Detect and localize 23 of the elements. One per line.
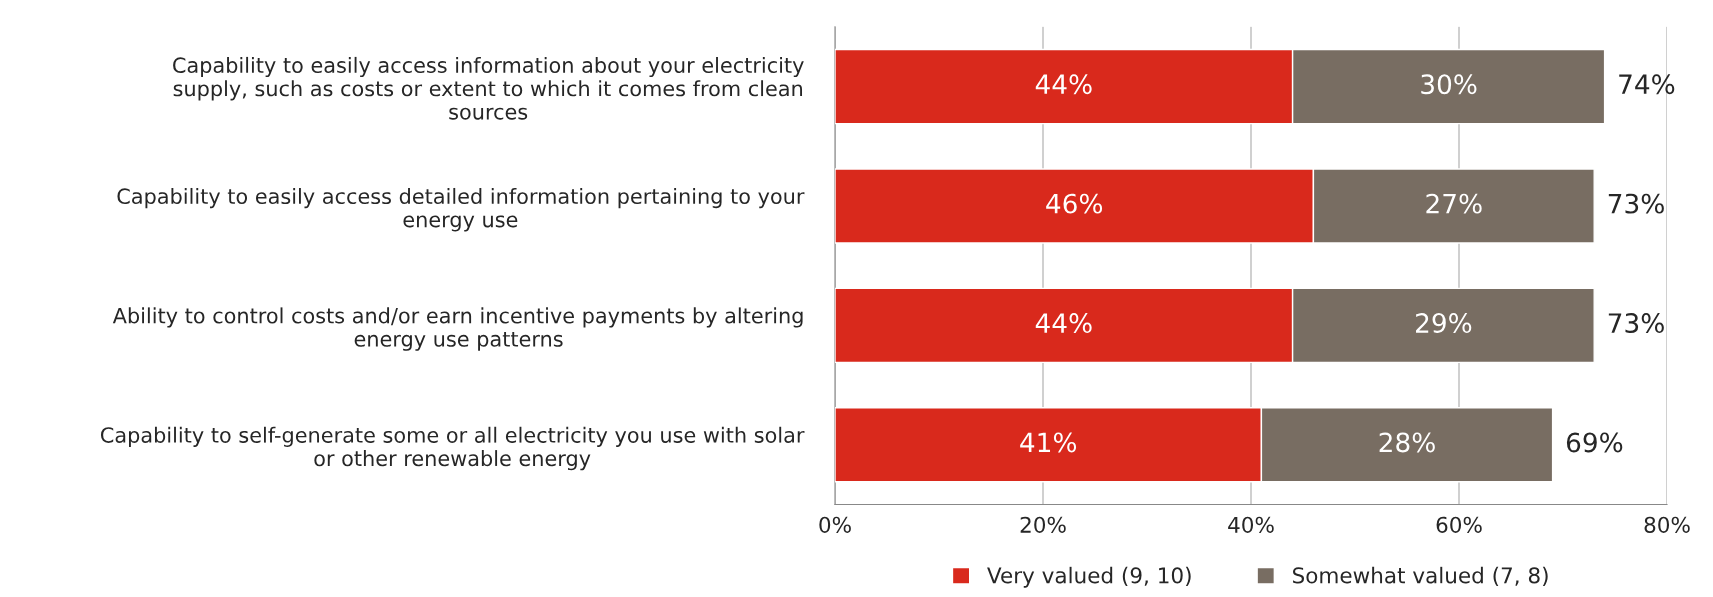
x-tick-label: 20%	[1020, 516, 1066, 533]
x-tick-label: 60%	[1436, 516, 1482, 533]
x-tick-label: 0%	[819, 516, 851, 533]
data-label: 30%	[1421, 74, 1477, 95]
y-tick-label: Capability to easily access information about your electricity supply, such as costs or extent to which it comes from clean sources	[173, 56, 804, 120]
total-label: 69%	[1566, 432, 1623, 453]
x-tick-label: 40%	[1228, 516, 1274, 533]
y-tick-label: Capability to easily access detailed information pertaining to your energy use	[117, 187, 805, 232]
data-label: 28%	[1379, 432, 1435, 453]
total-label: 73%	[1608, 193, 1664, 214]
total-label: 74%	[1619, 74, 1675, 95]
data-label: 46%	[1046, 193, 1103, 214]
legend-label: Somewhat valued (7, 8)	[1292, 566, 1548, 587]
total-label: 73%	[1608, 313, 1664, 334]
data-label: 41%	[1020, 432, 1077, 453]
data-label: 44%	[1035, 74, 1092, 95]
data-label: 27%	[1426, 193, 1482, 214]
legend-label: Very valued (9, 10)	[987, 566, 1191, 588]
x-tick-label: 80%	[1644, 516, 1690, 533]
y-tick-label: Ability to control costs and/or earn incentive payments by altering energy use patterns	[112, 307, 803, 351]
data-label: 29%	[1416, 313, 1472, 334]
data-label: 44%	[1035, 313, 1092, 334]
y-tick-label: Capability to self-generate some or all electricity you use with solar or other renewable energy	[100, 426, 805, 471]
